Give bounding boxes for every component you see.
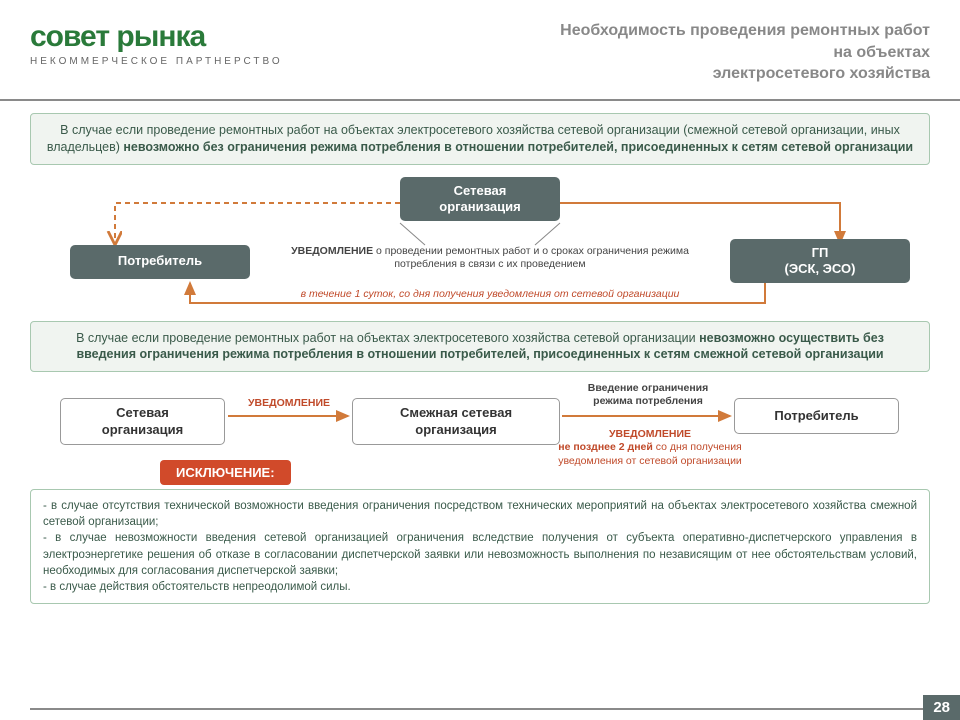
diagram-1: Сетеваяорганизация Потребитель ГП(ЭСК, Э…	[30, 173, 930, 313]
d2-red-note: УВЕДОМЛЕНИЕне позднее 2 дней со дня полу…	[500, 428, 800, 467]
node-network-org: Сетеваяорганизация	[400, 177, 560, 222]
exception-box: в случае отсутствия технической возможно…	[30, 489, 930, 604]
exception-item-2: в случае невозможности введения сетевой …	[43, 530, 917, 578]
logo: совет рынка НЕКОММЕРЧЕСКОЕ ПАРТНЕРСТВО	[30, 20, 283, 85]
exception-label: ИСКЛЮЧЕНИЕ:	[160, 460, 291, 485]
node2-network-org: Сетеваяорганизация	[60, 398, 225, 445]
node-consumer: Потребитель	[70, 245, 250, 279]
page-number: 28	[923, 695, 960, 720]
diagram1-mid-text: УВЕДОМЛЕНИЕ о проведении ремонтных работ…	[265, 245, 715, 271]
d2-arrow2-label: Введение ограничениярежима потребления	[568, 382, 728, 408]
exception-item-1: в случае отсутствия технической возможно…	[43, 498, 917, 530]
diagram1-red-text: в течение 1 суток, со дня получения увед…	[280, 288, 700, 301]
diagram-2: Сетеваяорганизация Смежная сетеваяоргани…	[30, 380, 930, 456]
d2-arrow1-label: УВЕДОМЛЕНИЕ	[230, 397, 348, 410]
exception-item-3: в случае действия обстоятельств непреодо…	[43, 579, 917, 595]
page-title: Необходимость проведения ремонтных работ…	[560, 20, 930, 85]
box2-text: В случае если проведение ремонтных работ…	[76, 331, 699, 345]
d1-mid-bold: УВЕДОМЛЕНИЕ	[291, 245, 373, 257]
logo-sub: НЕКОММЕРЧЕСКОЕ ПАРТНЕРСТВО	[30, 56, 283, 67]
info-box-1: В случае если проведение ремонтных работ…	[30, 113, 930, 165]
info-box-2: В случае если проведение ремонтных работ…	[30, 321, 930, 373]
d1-mid-text: о проведении ремонтных работ и о сроках …	[373, 245, 689, 270]
logo-main: совет рынка	[30, 20, 283, 54]
header: совет рынка НЕКОММЕРЧЕСКОЕ ПАРТНЕРСТВО Н…	[0, 0, 960, 101]
node-gp: ГП(ЭСК, ЭСО)	[730, 239, 910, 284]
bottom-divider	[30, 708, 960, 710]
box1-bold: невозможно без ограничения режима потреб…	[123, 140, 913, 154]
content: В случае если проведение ремонтных работ…	[0, 101, 960, 604]
